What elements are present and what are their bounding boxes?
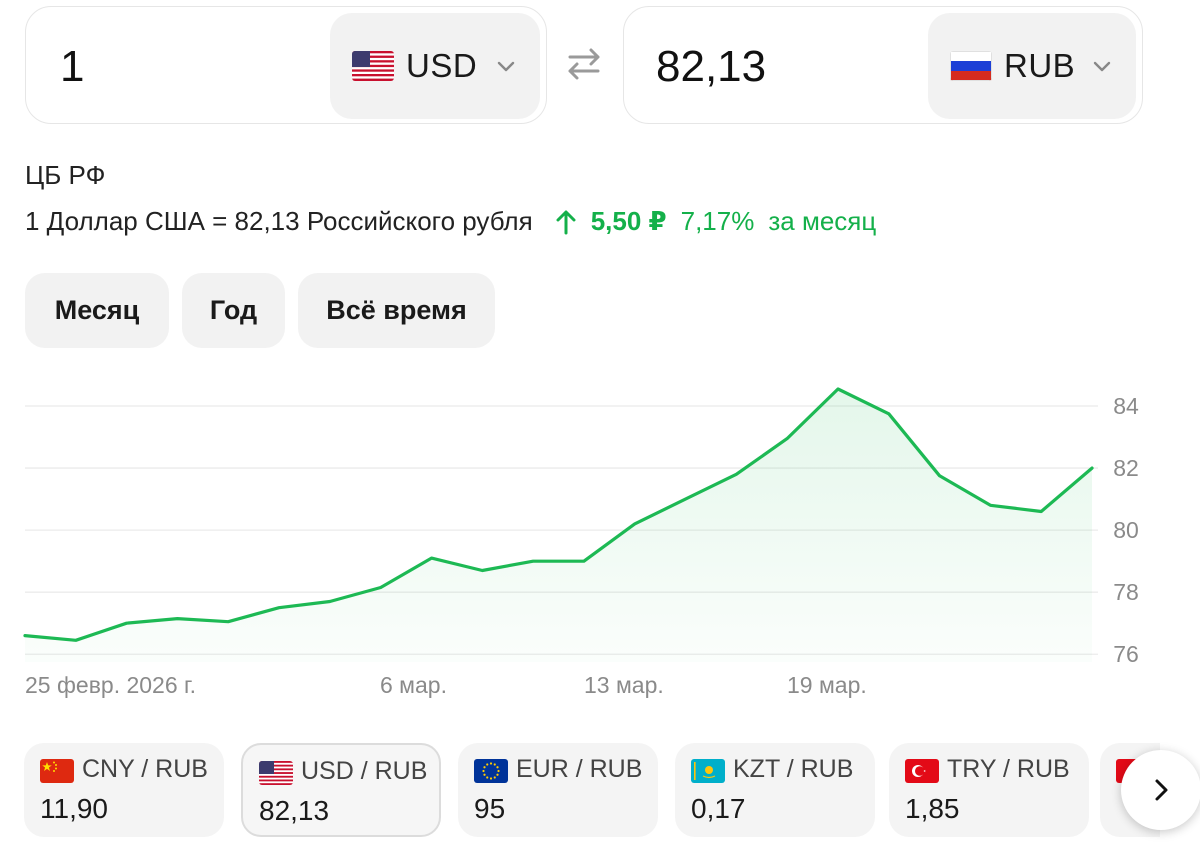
- next-pairs-button[interactable]: [1121, 750, 1200, 830]
- from-currency-code: USD: [406, 47, 478, 84]
- rate-change: 5,50 ₽ 7,17% за месяц: [555, 206, 877, 237]
- pair-card-usd-rub[interactable]: USD / RUB 82,13: [241, 743, 441, 837]
- to-currency-code: RUB: [1004, 47, 1076, 84]
- to-converter: 82,13 RUB: [623, 6, 1143, 124]
- y-tick-label: 78: [1113, 579, 1139, 605]
- x-tick-label: 6 мар.: [380, 672, 447, 698]
- tab-all-time[interactable]: Всё время: [298, 273, 495, 348]
- eu-flag-icon: [474, 759, 508, 783]
- x-tick-label: 25 февр. 2026 г.: [25, 672, 196, 698]
- pair-card-eur-rub[interactable]: EUR / RUB 95: [458, 743, 658, 837]
- x-tick-label: 19 мар.: [787, 672, 867, 698]
- chevron-down-icon: [497, 61, 515, 72]
- pair-card-try-rub[interactable]: TRY / RUB 1,85: [889, 743, 1089, 837]
- pair-value: 11,90: [40, 793, 108, 824]
- tab-month[interactable]: Месяц: [25, 273, 169, 348]
- ru-flag-icon: [950, 51, 992, 81]
- to-amount-input[interactable]: 82,13: [656, 42, 767, 91]
- chart-area-fill: [25, 389, 1092, 662]
- change-absolute: 5,50 ₽: [590, 206, 667, 236]
- chevron-down-icon: [1093, 61, 1111, 72]
- y-tick-label: 84: [1113, 393, 1139, 419]
- pair-value: 95: [474, 793, 506, 824]
- us-flag-icon: [352, 51, 394, 81]
- rate-summary: 1 Доллар США = 82,13 Российского рубля 5…: [25, 206, 876, 237]
- swap-arrows-icon[interactable]: [562, 44, 606, 84]
- rate-source: ЦБ РФ: [25, 160, 106, 190]
- pair-label: CNY / RUB: [82, 755, 208, 783]
- from-converter: 1 USD: [25, 6, 547, 124]
- pair-label: USD / RUB: [301, 757, 428, 785]
- kz-flag-icon: [691, 759, 725, 783]
- tab-year[interactable]: Год: [182, 273, 285, 348]
- pair-value: 82,13: [259, 795, 330, 826]
- change-percent: 7,17%: [680, 206, 755, 236]
- pair-label: TRY / RUB: [947, 755, 1070, 783]
- pair-value: 1,85: [905, 793, 960, 824]
- to-currency-select[interactable]: RUB: [928, 13, 1136, 119]
- rate-text: 1 Доллар США = 82,13 Российского рубля: [25, 206, 533, 236]
- rate-chart: 84 82 80 78 76 25 февр. 2026 г. 6 мар. 13 мар.…: [23, 387, 1139, 698]
- tr-flag-icon: [905, 759, 939, 783]
- us-flag-icon: [259, 761, 293, 785]
- y-tick-label: 80: [1113, 517, 1139, 543]
- cn-flag-icon: [40, 759, 74, 783]
- y-tick-label: 82: [1113, 455, 1139, 481]
- from-amount-input[interactable]: 1: [60, 42, 85, 91]
- x-tick-label: 13 мар.: [584, 672, 664, 698]
- pair-label: EUR / RUB: [516, 755, 643, 783]
- pair-card-kzt-rub[interactable]: KZT / RUB 0,17: [675, 743, 875, 837]
- arrow-up-icon: [556, 210, 576, 234]
- pair-card-cny-rub[interactable]: CNY / RUB 11,90: [24, 743, 224, 837]
- from-currency-select[interactable]: USD: [330, 13, 540, 119]
- pair-value: 0,17: [691, 793, 746, 824]
- change-period: за месяц: [768, 206, 877, 236]
- pair-label: KZT / RUB: [733, 755, 854, 783]
- chart-line: [23, 387, 1094, 642]
- y-tick-label: 76: [1113, 641, 1139, 667]
- chevron-right-icon: [1155, 779, 1168, 801]
